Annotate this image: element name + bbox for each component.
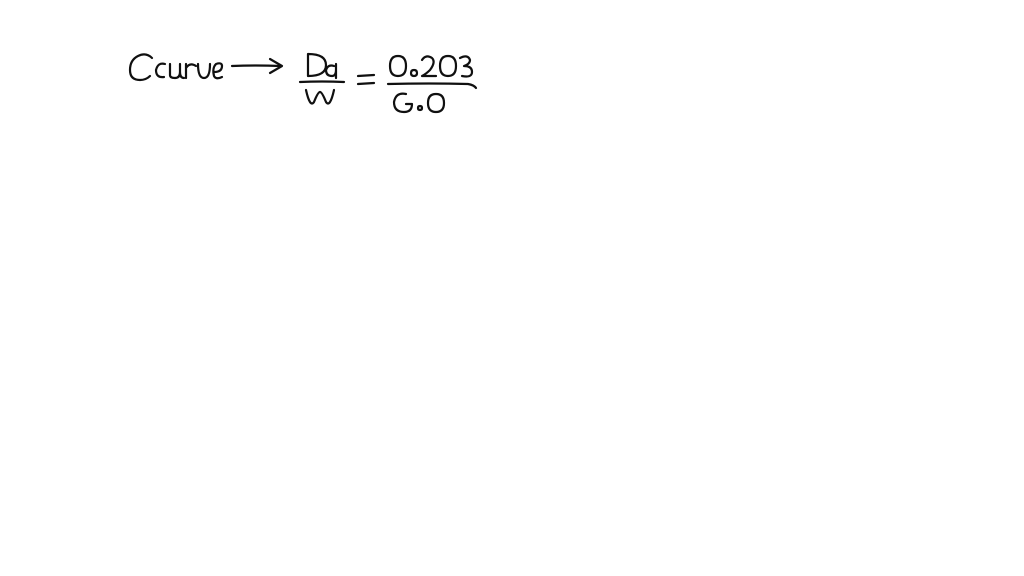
lhs-denominator bbox=[306, 90, 334, 104]
equals-sign bbox=[358, 75, 374, 84]
label-ccurve bbox=[130, 54, 222, 80]
lhs-fraction bbox=[300, 54, 344, 104]
lhs-numerator bbox=[308, 54, 336, 78]
arrow-icon bbox=[232, 59, 282, 73]
handwritten-equation bbox=[0, 0, 1024, 576]
equation-canvas bbox=[0, 0, 1024, 576]
lhs-fraction-bar bbox=[300, 82, 344, 83]
rhs-fraction bbox=[388, 56, 476, 112]
rhs-denominator bbox=[394, 94, 444, 112]
rhs-numerator bbox=[390, 56, 472, 77]
rhs-fraction-bar bbox=[388, 84, 476, 89]
